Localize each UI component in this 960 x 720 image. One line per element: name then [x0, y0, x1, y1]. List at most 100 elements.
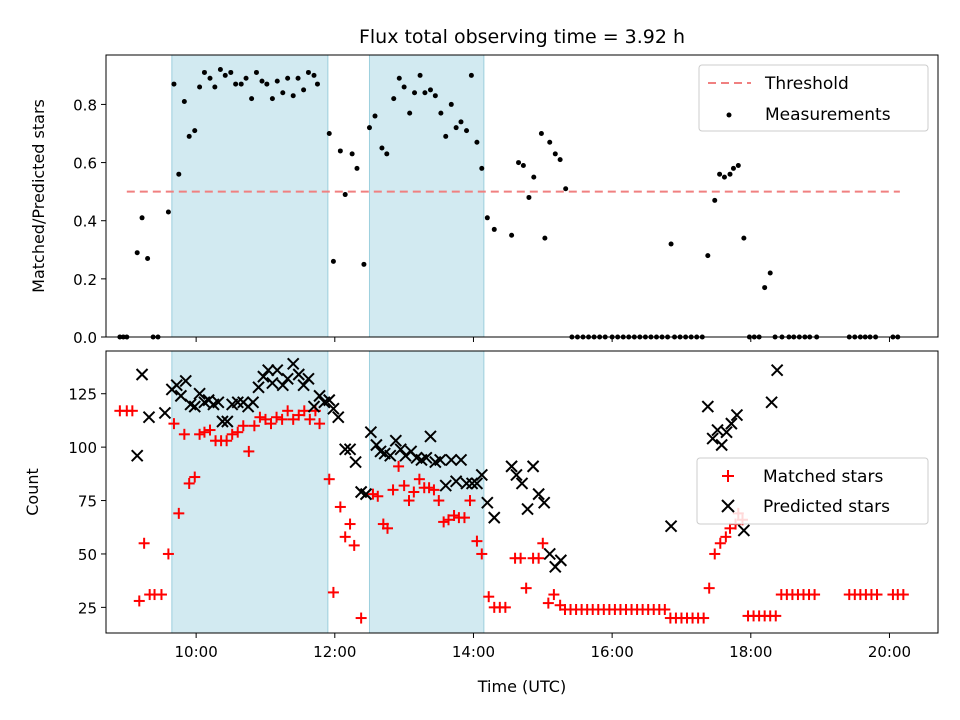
observing-interval-shade: [368, 54, 485, 338]
top-panel: 0.0 0.2 0.4 0.6 0.8 Flux total observing tim…: [29, 26, 939, 347]
predicted-star-point: [257, 370, 270, 383]
measurement-point: [721, 174, 727, 180]
matched-star-point: [265, 418, 277, 430]
measurement-point: [290, 93, 296, 99]
matched-star-point: [703, 582, 715, 594]
matched-star-point: [162, 548, 174, 560]
predicted-star-point: [389, 434, 403, 447]
observing-interval-shade: [171, 54, 329, 338]
matched-star-point: [698, 612, 710, 624]
matched-star-point: [183, 477, 195, 489]
measurement-point: [491, 226, 497, 232]
matched-star-point: [314, 418, 326, 430]
y-ticks: 25 50 75 100 125: [68, 386, 106, 617]
measurement-point: [730, 165, 736, 171]
measurement-point: [212, 84, 218, 90]
x-tick-label: 10:00: [175, 643, 218, 661]
matched-star-point: [724, 522, 736, 534]
matched-star-point: [458, 512, 470, 524]
measurement-point: [531, 174, 537, 180]
matched-star-point: [423, 482, 435, 494]
measurement-point: [217, 67, 223, 73]
predicted-star-point: [481, 496, 494, 509]
matched-star-point: [403, 495, 415, 507]
measurement-point: [735, 162, 741, 168]
predicted-star-point: [510, 468, 523, 482]
x-ticks: 10:00 12:00 14:00 16:00 18:00 20:00: [175, 633, 911, 661]
matched-star-point: [871, 589, 883, 601]
measurement-point: [165, 209, 171, 215]
x-tick-label: 16:00: [591, 643, 634, 661]
predicted-star-point: [271, 364, 284, 377]
shaded-intervals: [171, 350, 485, 634]
measurement-point: [547, 139, 553, 145]
predicted-star-point: [701, 400, 715, 413]
y-tick-label: 0.0: [73, 329, 97, 347]
predicted-star-point: [307, 400, 321, 413]
measurement-point: [145, 256, 151, 262]
measurement-point: [186, 133, 192, 139]
measurement-point: [705, 253, 711, 259]
matched-star-point: [464, 495, 476, 507]
matched-star-point: [133, 595, 145, 607]
legend-matched-swatch: [722, 470, 734, 482]
matched-star-point: [198, 426, 210, 438]
predicted-star-point: [475, 468, 488, 482]
predicted-star-point: [521, 502, 534, 516]
predicted-star-point: [770, 364, 784, 377]
measurement-point: [207, 75, 213, 81]
predicted-star-point: [439, 479, 452, 492]
y-axis-label: Count: [23, 468, 42, 516]
matched-star-point: [393, 460, 405, 472]
matched-star-point: [542, 597, 554, 609]
predicted-star-point: [135, 368, 149, 381]
measurement-point: [372, 113, 378, 119]
predicted-star-point: [281, 372, 294, 385]
matched-star-point: [448, 510, 460, 521]
measurement-point: [181, 99, 187, 105]
measurement-point: [361, 261, 367, 267]
measurement-point: [349, 151, 355, 157]
legend-predicted-label: Predicted stars: [763, 497, 890, 517]
predicted-star-point: [725, 417, 738, 430]
predicted-star-point: [424, 430, 437, 443]
matched-star-point: [226, 428, 238, 440]
measurement-point: [305, 69, 311, 75]
predicted-star-point: [188, 400, 201, 413]
predicted-star-point: [276, 378, 290, 392]
matched-star-point: [438, 516, 450, 528]
matched-star-point: [428, 484, 440, 496]
matched-star-point: [443, 514, 455, 526]
matched-star-point: [327, 586, 339, 598]
matched-star-point: [537, 537, 549, 549]
plot-frame: [105, 350, 939, 634]
predicted-star-point: [221, 415, 234, 428]
matched-star-point: [248, 420, 260, 432]
measurement-point: [238, 81, 244, 87]
legend: Threshold Measurements: [698, 64, 929, 132]
measurement-point: [192, 128, 198, 134]
matched-star-point: [304, 413, 316, 425]
predicted-star-point: [313, 389, 326, 403]
measurement-point: [384, 151, 390, 157]
chart-title: Flux total observing time = 3.92 h: [359, 26, 685, 48]
matched-star-point: [387, 484, 399, 496]
measurement-point: [526, 194, 532, 200]
y-tick-label: 100: [68, 439, 97, 457]
y-tick-label: 25: [78, 599, 97, 617]
measurement-point: [176, 171, 182, 177]
measurement-point: [233, 81, 239, 87]
measurement-point: [438, 110, 444, 116]
predicted-star-point: [212, 396, 225, 409]
predicted-star-point: [433, 453, 447, 467]
y-tick-label: 75: [78, 493, 97, 511]
plot-frame: [105, 54, 939, 338]
measurement-point: [407, 110, 413, 116]
y-tick-label: 125: [68, 386, 97, 404]
predicted-star-point: [158, 406, 172, 420]
y-tick-label: 0.6: [73, 155, 97, 173]
matched-star-point: [433, 495, 445, 507]
matched-star-point: [348, 539, 360, 551]
matched-star-point: [173, 507, 185, 519]
predicted-star-point: [359, 487, 373, 501]
